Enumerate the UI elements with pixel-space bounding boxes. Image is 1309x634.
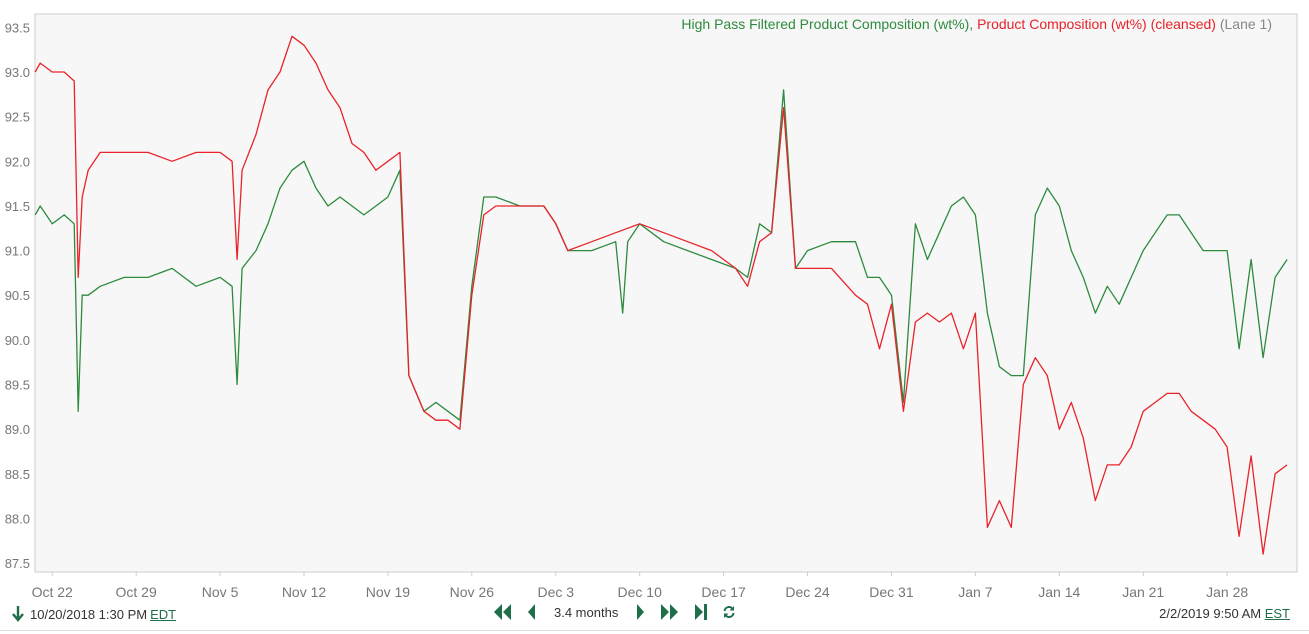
y-tick-label: 90.5 bbox=[5, 288, 30, 303]
x-tick-label: Nov 19 bbox=[366, 584, 411, 600]
y-tick-label: 92.5 bbox=[5, 110, 30, 125]
y-tick-label: 88.0 bbox=[5, 511, 30, 526]
x-tick-label: Nov 5 bbox=[202, 584, 239, 600]
series-line-1 bbox=[34, 89, 1288, 421]
range-label[interactable]: 3.4 months bbox=[554, 604, 619, 620]
x-tick-label: Nov 12 bbox=[282, 584, 327, 600]
end-timezone-link[interactable]: EST bbox=[1264, 606, 1290, 621]
y-tick-label: 90.0 bbox=[5, 333, 30, 348]
line-chart: 87.5 88.0 88.5 89.0 89.5 90.0 90.5 91.0 91.5 92.0… bbox=[5, 13, 1298, 600]
plot-area[interactable] bbox=[34, 13, 1298, 573]
x-tick-label: Jan 21 bbox=[1122, 584, 1164, 600]
y-tick-label: 91.0 bbox=[5, 244, 30, 259]
y-tick-label: 88.5 bbox=[5, 467, 30, 482]
y-tick-label: 89.0 bbox=[5, 422, 30, 437]
x-tick-label: Dec 24 bbox=[785, 584, 830, 600]
legend-series-1[interactable]: High Pass Filtered Product Composition (… bbox=[681, 16, 974, 32]
x-tick-label: Jan 14 bbox=[1038, 584, 1080, 600]
y-tick-label: 89.5 bbox=[5, 378, 30, 393]
skip-to-end-icon[interactable] bbox=[694, 603, 708, 621]
x-tick-label: Dec 10 bbox=[618, 584, 663, 600]
y-tick-label: 93.0 bbox=[5, 65, 30, 80]
legend: High Pass Filtered Product Composition (… bbox=[681, 16, 1272, 32]
y-axis: 87.5 88.0 88.5 89.0 89.5 90.0 90.5 91.0 91.5 92.0… bbox=[5, 20, 30, 571]
y-tick-label: 91.5 bbox=[5, 199, 30, 214]
step-backward-icon[interactable] bbox=[526, 603, 536, 621]
step-forward-icon[interactable] bbox=[636, 603, 646, 621]
end-time: 2/2/2019 9:50 AM EST bbox=[1159, 606, 1290, 621]
series-line-2 bbox=[34, 35, 1288, 555]
start-timezone-link[interactable]: EDT bbox=[150, 606, 177, 622]
fast-backward-icon[interactable] bbox=[492, 603, 512, 621]
fast-forward-icon[interactable] bbox=[660, 603, 680, 621]
divider bbox=[0, 630, 1309, 631]
start-time-value[interactable]: 10/20/2018 1:30 PM bbox=[30, 606, 148, 622]
y-tick-label: 93.5 bbox=[5, 20, 30, 35]
time-navigator: 10/20/2018 1:30 PM EDT 3.4 months 2/2/20… bbox=[0, 600, 1309, 630]
x-tick-label: Oct 29 bbox=[116, 584, 157, 600]
start-time: 10/20/2018 1:30 PM EDT bbox=[12, 606, 176, 622]
x-axis: Oct 22 Oct 29 Nov 5 Nov 12 Nov 19 Nov 26 Dec 3… bbox=[32, 572, 1248, 600]
series-lines bbox=[34, 35, 1288, 555]
x-tick-label: Jan 28 bbox=[1206, 584, 1248, 600]
x-tick-label: Oct 22 bbox=[32, 584, 73, 600]
x-tick-label: Dec 31 bbox=[869, 584, 914, 600]
x-tick-label: Jan 7 bbox=[958, 584, 992, 600]
y-tick-label: 92.0 bbox=[5, 154, 30, 169]
navigation-controls: 3.4 months bbox=[492, 603, 736, 621]
arrow-down-icon[interactable] bbox=[12, 606, 24, 622]
y-tick-label: 87.5 bbox=[5, 556, 30, 571]
x-tick-label: Dec 17 bbox=[701, 584, 746, 600]
refresh-icon[interactable] bbox=[722, 605, 736, 619]
x-tick-label: Dec 3 bbox=[537, 584, 574, 600]
legend-series-2[interactable]: Product Composition (wt%) (cleansed) bbox=[977, 16, 1216, 32]
legend-suffix: (Lane 1) bbox=[1219, 16, 1272, 32]
end-time-value[interactable]: 2/2/2019 9:50 AM bbox=[1159, 606, 1262, 621]
x-tick-label: Nov 26 bbox=[450, 584, 495, 600]
